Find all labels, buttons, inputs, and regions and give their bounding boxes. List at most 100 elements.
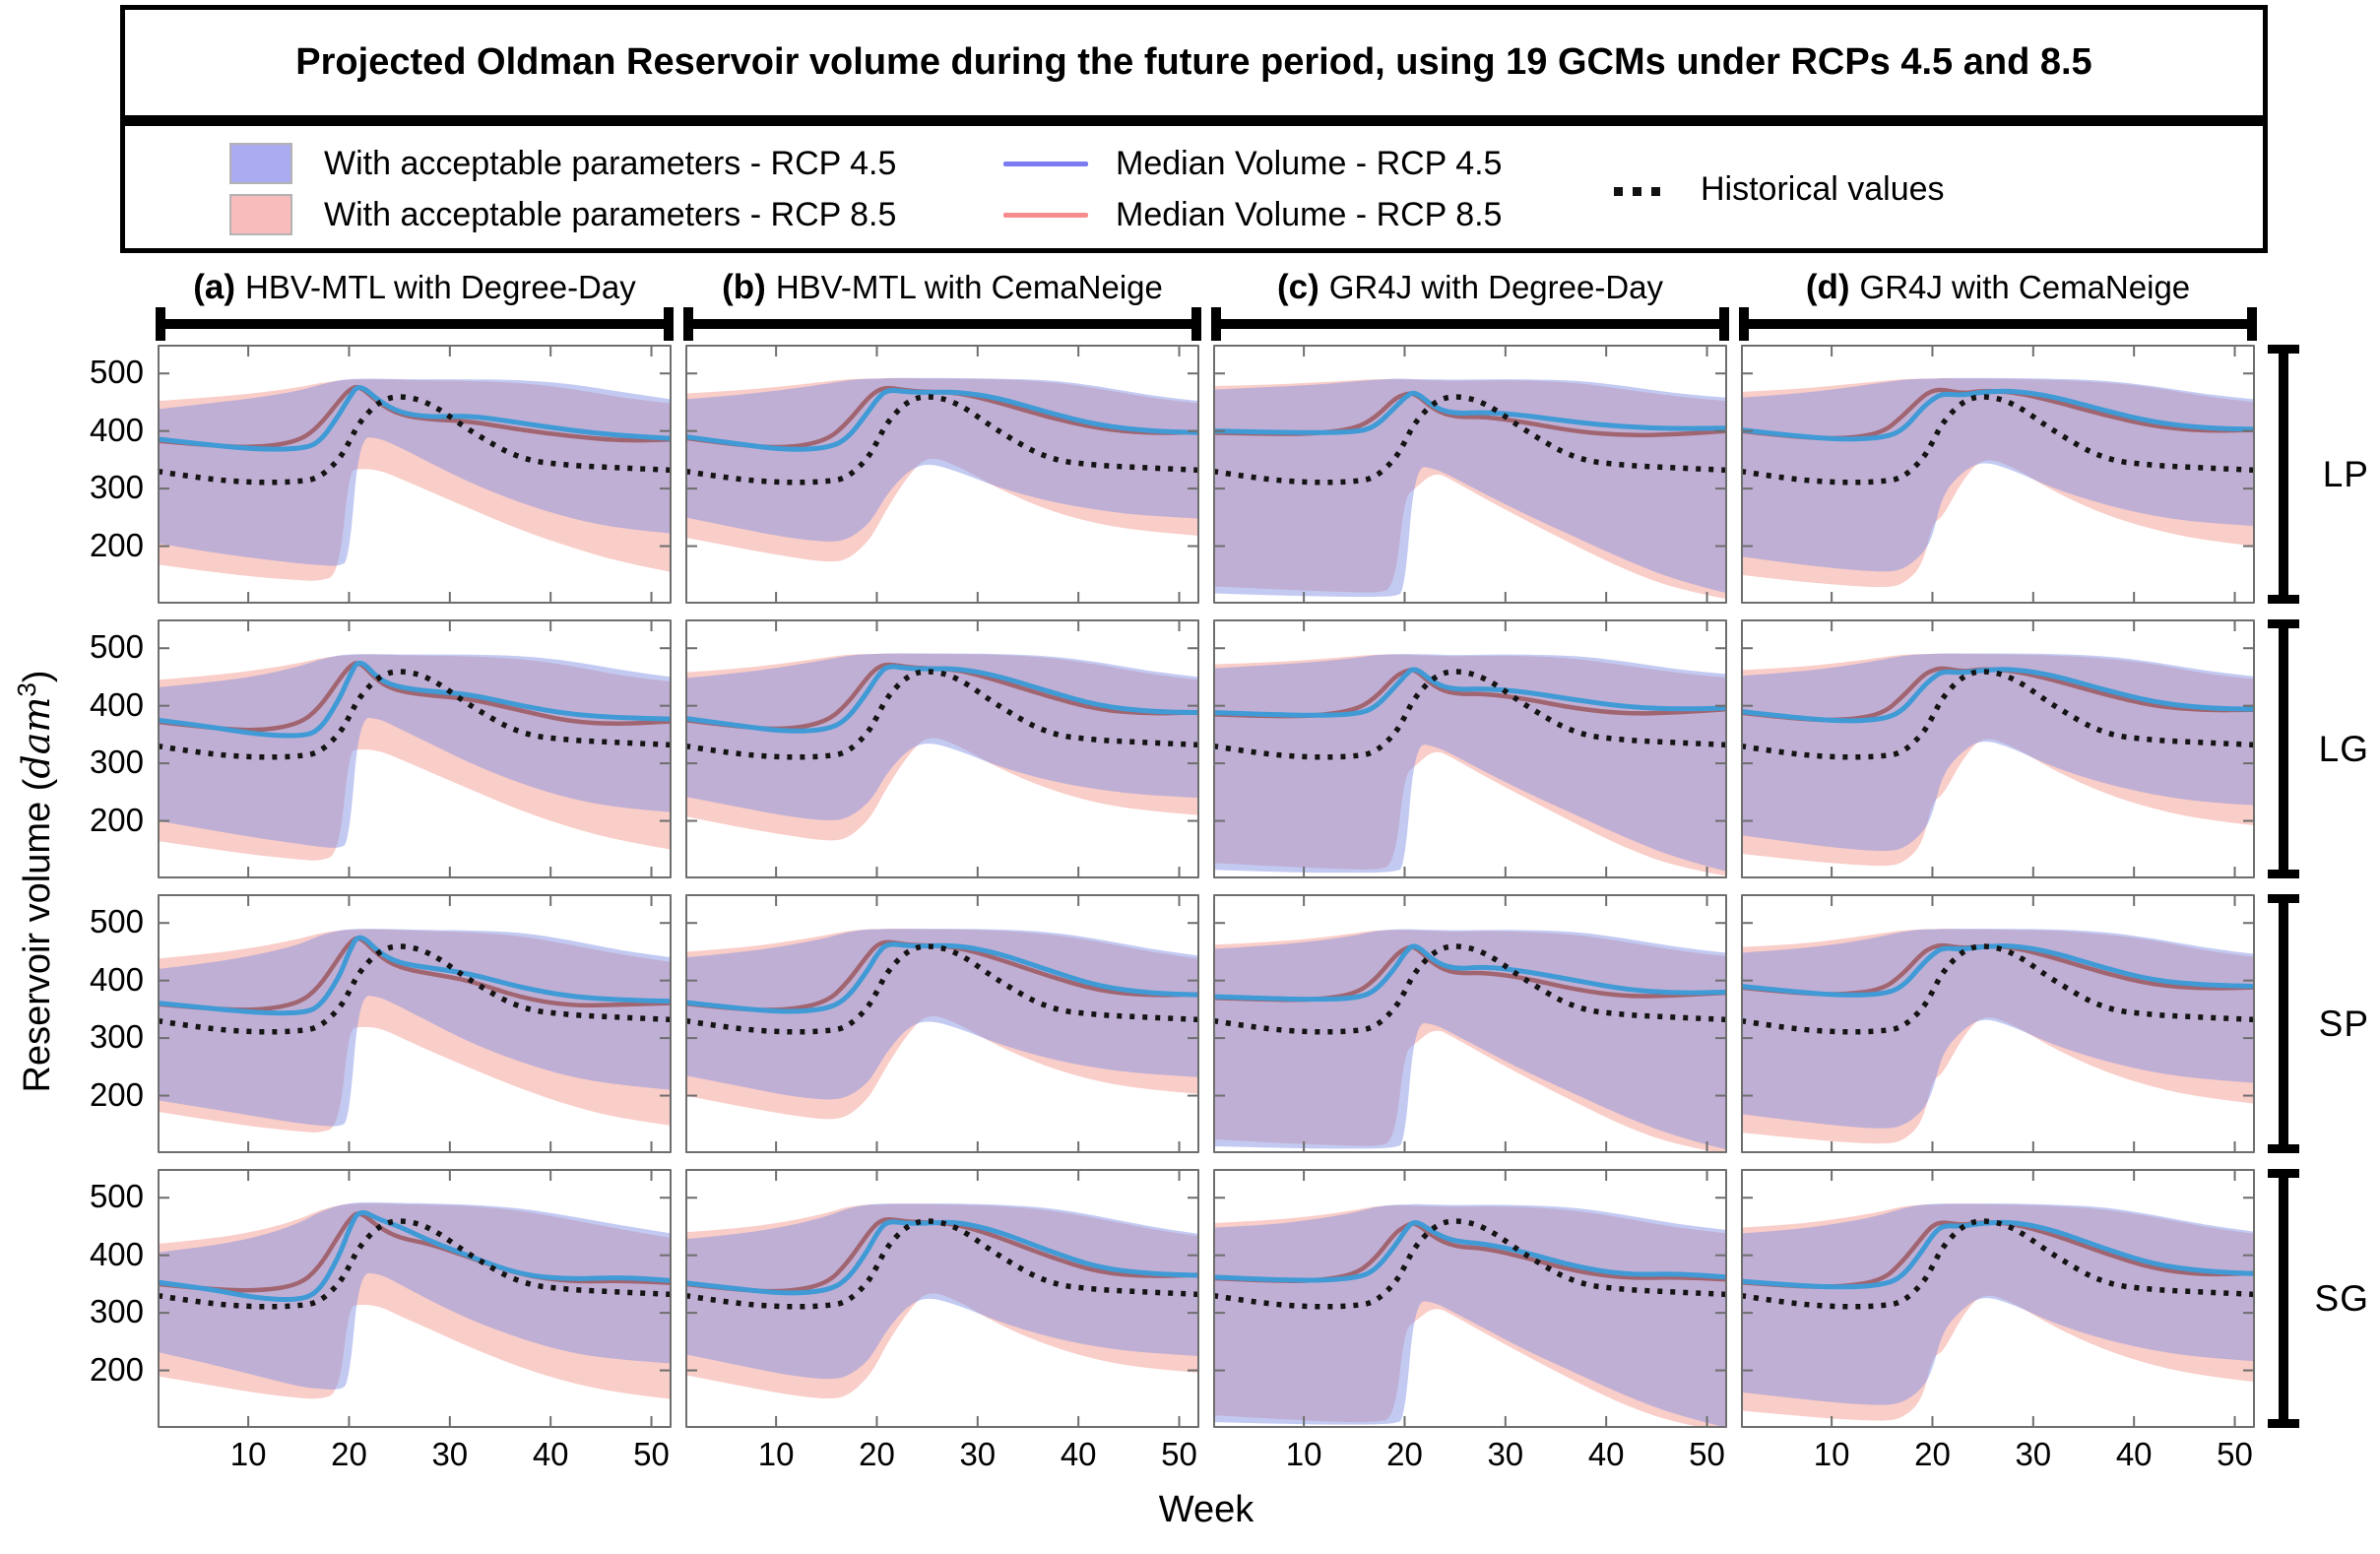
column-title: HBV-MTL with Degree-Day — [245, 269, 636, 305]
panel-a-lp: 500 400 300 200 — [90, 345, 672, 604]
subplot-canvas — [1741, 894, 2255, 1153]
row-label-sg: SG — [2314, 1277, 2369, 1319]
y-tick-label: 500 — [89, 354, 144, 391]
column-tag: (c) — [1276, 268, 1319, 306]
plot-grid: 500 400 300 200 LP 500 400 300 200 LG 500 400 30… — [90, 345, 2368, 1472]
x-tick-label: 40 — [2115, 1436, 2153, 1472]
row-bracket-lg — [2268, 619, 2299, 878]
column-header-b: (b) HBV-MTL with CemaNeige — [683, 260, 1201, 341]
subplot-canvas — [1213, 894, 1727, 1153]
column-header-d: (d) GR4J with CemaNeige — [1739, 260, 2257, 341]
legend-label-band-rcp45: With acceptable parameters - RCP 4.5 — [324, 145, 897, 182]
panel-d-sp — [1741, 894, 2255, 1153]
x-tick-label: 30 — [1487, 1436, 1524, 1472]
x-tick-label: 50 — [633, 1436, 670, 1472]
subplot-canvas — [158, 345, 672, 604]
legend-label-median-rcp45: Median Volume - RCP 4.5 — [1116, 145, 1503, 182]
row-label-lp: LP — [2322, 453, 2369, 494]
y-tick-label: 300 — [89, 469, 144, 506]
x-tick-label: 10 — [757, 1436, 795, 1472]
subplot-canvas — [685, 345, 1199, 604]
legend: With acceptable parameters - RCP 4.5 Wit… — [120, 120, 2268, 253]
column-tag: (a) — [193, 268, 236, 306]
legend-label-median-rcp85: Median Volume - RCP 8.5 — [1116, 196, 1503, 233]
y-tick-label: 400 — [89, 685, 144, 723]
y-tick-label: 500 — [89, 628, 144, 666]
panel-c-lg — [1213, 619, 1727, 878]
y-tick-label: 400 — [89, 960, 144, 998]
legend-dotted-glyph — [1614, 187, 1660, 196]
y-tick-label: 400 — [89, 411, 144, 448]
row-label-sp: SP — [2318, 1003, 2369, 1044]
x-tick-label: 20 — [1914, 1436, 1951, 1472]
row-bracket-sp — [2268, 894, 2299, 1153]
panel-b-lg — [685, 619, 1199, 878]
y-axis-label: Reservoir volume (dam3) — [12, 670, 58, 1093]
subplot-canvas — [685, 619, 1199, 878]
subplot-canvas — [685, 1169, 1199, 1428]
x-tick-label: 20 — [331, 1436, 367, 1472]
x-tick-label: 10 — [1285, 1436, 1322, 1472]
subplot-canvas — [685, 894, 1199, 1153]
x-tick-label: 10 — [229, 1436, 267, 1472]
subplot-canvas — [1213, 1169, 1727, 1428]
panel-d-lg — [1741, 619, 2255, 878]
column-tag: (d) — [1805, 268, 1850, 306]
subplot-canvas — [1741, 1169, 2255, 1428]
subplot-canvas — [1213, 619, 1727, 878]
panel-d-lp — [1741, 345, 2255, 604]
column-tag: (b) — [722, 268, 766, 306]
x-tick-label: 30 — [2015, 1436, 2052, 1472]
panel-d-sg: 10 20 30 40 50 — [1741, 1169, 2255, 1472]
x-tick-label: 50 — [1161, 1436, 1197, 1472]
x-tick-label: 40 — [1060, 1436, 1097, 1472]
subplot-canvas — [158, 1169, 672, 1428]
x-tick-label: 50 — [2217, 1436, 2253, 1472]
y-tick-label: 400 — [89, 1235, 144, 1272]
y-tick-label: 200 — [89, 801, 144, 838]
legend-label-historical: Historical values — [1701, 170, 1945, 208]
y-tick-label: 200 — [89, 526, 144, 563]
title-box: Projected Oldman Reservoir volume during… — [120, 5, 2268, 120]
panel-a-sg: 500 400 300 200 10 20 30 40 50 — [90, 1169, 672, 1472]
panel-c-lp — [1213, 345, 1727, 604]
legend-label-band-rcp85: With acceptable parameters - RCP 8.5 — [324, 196, 897, 233]
legend-line-median-rcp85 — [1003, 213, 1088, 218]
legend-swatch-band-rcp45 — [229, 143, 292, 184]
column-bracket — [1739, 307, 2257, 341]
column-title: GR4J with CemaNeige — [1859, 269, 2191, 305]
column-bracket — [156, 307, 674, 341]
y-tick-label: 500 — [89, 1178, 144, 1215]
column-headers: (a) HBV-MTL with Degree-Day (b) HBV-MTL wi… — [156, 260, 2257, 341]
subplot-canvas — [1741, 619, 2255, 878]
row-bracket-lp — [2268, 345, 2299, 604]
x-tick-label: 30 — [959, 1436, 997, 1472]
subplot-canvas — [158, 619, 672, 878]
row-label-lg: LG — [2318, 728, 2369, 769]
y-tick-label: 200 — [89, 1075, 144, 1113]
x-tick-label: 20 — [1386, 1436, 1423, 1472]
legend-swatch-band-rcp85 — [229, 194, 292, 235]
y-tick-label: 500 — [89, 903, 144, 940]
y-tick-label: 300 — [89, 1018, 144, 1056]
x-tick-label: 40 — [532, 1436, 569, 1472]
panel-c-sg: 10 20 30 40 50 — [1213, 1169, 1727, 1472]
panel-c-sp — [1213, 894, 1727, 1153]
x-tick-label: 30 — [431, 1436, 469, 1472]
column-title: HBV-MTL with CemaNeige — [775, 269, 1163, 305]
subplot-canvas — [1741, 345, 2255, 604]
row-bracket-sg — [2268, 1169, 2299, 1428]
column-header-a: (a) HBV-MTL with Degree-Day — [156, 260, 674, 341]
plot-row-lg: 500 400 300 200 LG — [90, 619, 2368, 878]
column-bracket — [683, 307, 1201, 341]
y-tick-label: 300 — [89, 1293, 144, 1330]
legend-line-median-rcp45 — [1003, 162, 1088, 166]
plot-row-lp: 500 400 300 200 LP — [90, 345, 2368, 604]
y-tick-label: 200 — [89, 1350, 144, 1388]
plot-row-sg: 500 400 300 200 10 20 30 40 50 10 20 30 40 50 10 20 30 40… — [90, 1169, 2368, 1472]
column-header-c: (c) GR4J with Degree-Day — [1211, 260, 1729, 341]
x-tick-label: 50 — [1689, 1436, 1725, 1472]
x-tick-label: 10 — [1813, 1436, 1850, 1472]
y-tick-label: 300 — [89, 744, 144, 781]
